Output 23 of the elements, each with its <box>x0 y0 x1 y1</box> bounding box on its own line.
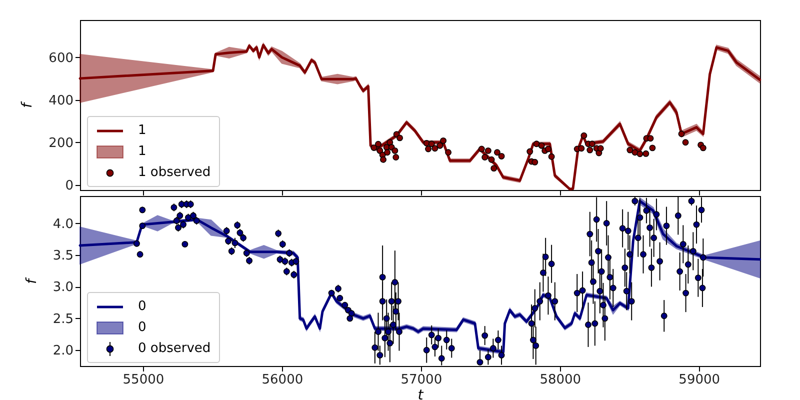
y-tick-label: 200 <box>48 136 74 151</box>
y-tick-label: 400 <box>48 93 74 108</box>
y-tick-label: 0 <box>65 178 74 194</box>
x-tick-label: 57000 <box>400 372 442 388</box>
y-tick-label: 2.5 <box>52 312 74 327</box>
text: 0 <box>138 320 146 335</box>
x-axis-title: t <box>418 388 424 400</box>
legend-label: 1 observed <box>138 164 211 182</box>
y-tick-label: 2.0 <box>52 344 74 359</box>
y-axis-title: f <box>24 276 40 284</box>
legend-label: 1 <box>138 122 146 140</box>
y-axis-title: f <box>20 100 36 108</box>
legend-label: 0 <box>138 298 146 316</box>
legend-label: 0 observed <box>138 340 211 358</box>
y-tick-label: 600 <box>48 50 74 66</box>
x-tick-label: 58000 <box>540 372 582 388</box>
x-tick-label: 59000 <box>678 372 720 388</box>
x-tick-label: 55000 <box>122 372 164 388</box>
y-tick-label: 3.0 <box>52 280 74 296</box>
y-tick-label: 4.0 <box>52 216 74 232</box>
y-tick-label: 3.5 <box>52 248 74 264</box>
text: 1 <box>138 144 146 159</box>
x-tick-label: 56000 <box>262 372 304 388</box>
